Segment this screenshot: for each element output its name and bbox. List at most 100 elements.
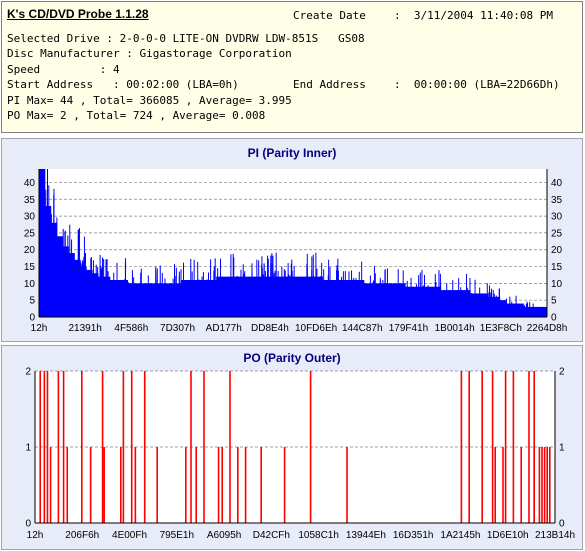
pi-bar <box>428 286 436 317</box>
po-ytick-left: 0 <box>25 519 31 530</box>
pi-bar <box>263 276 270 317</box>
pi-bar <box>204 280 211 317</box>
pi-bar <box>86 269 93 317</box>
pi-xtick-label: 21391h <box>68 323 101 334</box>
po-ytick-right: 2 <box>559 367 565 378</box>
pi-bar <box>440 290 447 317</box>
pi-bar <box>541 306 548 317</box>
pi-bar <box>499 300 507 317</box>
pi-bar <box>434 286 442 317</box>
pi-bar <box>387 283 394 317</box>
pi-xtick-label: 12h <box>31 323 48 334</box>
pi-bar <box>192 280 199 317</box>
start-address-line: Start Address : 00:02:00 (LBA=0h) <box>7 78 239 91</box>
pi-bar <box>222 276 229 317</box>
pi-bar <box>511 303 518 317</box>
disc-info-panel: K's CD/DVD Probe 1.1.28 Create Date : 3/… <box>1 1 583 133</box>
pi-ytick-left: 5 <box>29 296 35 307</box>
pi-bar <box>493 296 501 317</box>
po-xtick-label: 213B14h <box>535 530 575 541</box>
pi-bar <box>115 280 123 317</box>
pi-bar <box>186 280 193 317</box>
pi-ytick-right: 5 <box>551 296 557 307</box>
selected-drive-line: Selected Drive : 2-0-0-0 LITE-ON DVDRW L… <box>7 32 365 45</box>
pi-bar <box>535 306 542 317</box>
pi-bar <box>482 293 489 317</box>
pi-bar <box>151 283 158 317</box>
pi-ytick-right: 25 <box>551 228 563 239</box>
pi-bar <box>133 283 140 317</box>
pi-ytick-right: 15 <box>551 262 563 273</box>
pi-bar <box>257 276 264 317</box>
pi-ytick-right: 30 <box>551 212 563 223</box>
pi-xtick-label: 1B0014h <box>435 323 475 334</box>
pi-chart-panel: PI (Parity Inner) 0 0 5 5 10 10 15 15 20 20 25 25 30… <box>1 138 583 342</box>
pi-bar <box>316 276 323 317</box>
pi-bar <box>92 273 99 317</box>
pi-xtick-label: AD177h <box>206 323 242 334</box>
app-title: K's CD/DVD Probe 1.1.28 <box>7 7 149 21</box>
pi-chart-title: PI (Parity Inner) <box>247 146 337 160</box>
po-xtick-label: 1D6E10h <box>487 530 529 541</box>
pi-xtick-label: DD8E4h <box>251 323 289 334</box>
pi-ytick-left: 40 <box>24 178 36 189</box>
disc-manufacturer-line: Disc Manufacturer : Gigastorage Corporat… <box>7 47 292 60</box>
pi-bar <box>470 293 477 317</box>
create-date-value: : 3/11/2004 11:40:08 PM <box>394 9 553 22</box>
pi-ytick-left: 30 <box>24 212 36 223</box>
pi-bar <box>127 283 134 317</box>
po-chart: 0 0 1 1 2 2 12h 206F6h 4E00Fh 795E1h A6095h D42CFh 1… <box>25 367 575 542</box>
pi-ytick-right: 20 <box>551 245 563 256</box>
pi-bar <box>139 283 146 317</box>
pi-bar <box>293 276 300 317</box>
pi-ytick-right: 0 <box>551 313 557 324</box>
pi-bar <box>174 283 182 317</box>
pi-bar <box>62 246 69 317</box>
po-ytick-left: 2 <box>25 367 31 378</box>
pi-ytick-left: 15 <box>24 262 36 273</box>
pi-chart: 0 0 5 5 10 10 15 15 20 20 25 25 30 30 35 35 40 40 12h 21391… <box>24 169 568 334</box>
pi-bar <box>352 280 359 317</box>
pi-xtick-label: 7D307h <box>160 323 195 334</box>
pi-xtick-label: 2264D8h <box>527 323 568 334</box>
po-summary-line: PO Max= 2 , Total= 724 , Average= 0.008 <box>7 109 266 122</box>
pi-ytick-left: 25 <box>24 228 36 239</box>
end-address-label: End Address <box>293 78 366 91</box>
po-ytick-left: 1 <box>25 443 31 454</box>
pi-ytick-left: 35 <box>24 195 36 206</box>
pi-ytick-left: 20 <box>24 245 36 256</box>
pi-bar <box>163 283 170 317</box>
pi-ytick-right: 10 <box>551 279 563 290</box>
pi-ytick-right: 35 <box>551 195 563 206</box>
po-ytick-right: 1 <box>559 443 565 454</box>
po-xtick-label: 4E00Fh <box>112 530 147 541</box>
pi-bar <box>505 303 512 317</box>
pi-bar <box>109 280 117 317</box>
pi-bar <box>411 286 418 317</box>
pi-xtick-label: 4F586h <box>114 323 148 334</box>
po-xtick-label: 12h <box>27 530 44 541</box>
pi-bar <box>405 286 412 317</box>
pi-bar <box>245 276 253 317</box>
pi-bar <box>446 290 453 317</box>
po-xtick-label: 795E1h <box>160 530 194 541</box>
po-chart-panel: PO (Parity Outer) 0 0 1 1 2 2 12h 206F6h 4E00Fh 7… <box>1 345 583 550</box>
end-address-value: : 00:00:00 (LBA=22D66Dh) <box>394 78 560 91</box>
pi-xtick-label: 1E3F8Ch <box>480 323 522 334</box>
pi-bar <box>422 286 430 317</box>
po-chart-title: PO (Parity Outer) <box>243 351 341 365</box>
pi-bar <box>74 259 81 317</box>
pi-bar <box>529 306 536 317</box>
pi-bar <box>44 206 52 317</box>
pi-bar <box>216 276 223 317</box>
pi-bar <box>56 236 64 317</box>
pi-bar <box>458 290 465 317</box>
po-ytick-right: 0 <box>559 519 565 530</box>
pi-bar <box>393 283 400 317</box>
pi-ytick-left: 10 <box>24 279 36 290</box>
pi-bar <box>452 290 459 317</box>
po-xtick-label: A6095h <box>207 530 241 541</box>
po-xtick-label: 13944Eh <box>346 530 386 541</box>
pi-bar <box>517 303 524 317</box>
pi-xtick-label: 144C87h <box>342 323 383 334</box>
